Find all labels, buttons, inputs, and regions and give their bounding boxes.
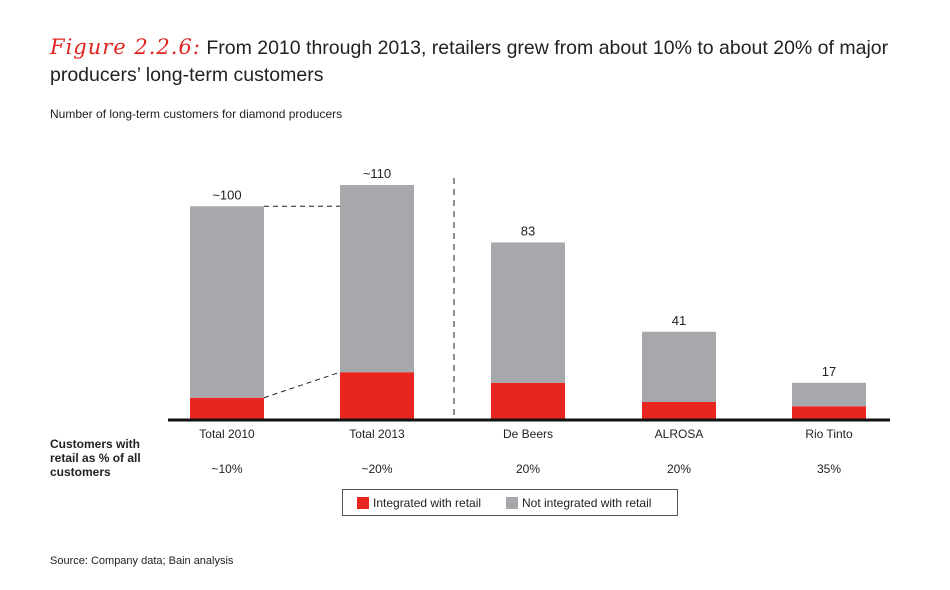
- legend-item-not-integrated: Not integrated with retail: [506, 496, 651, 510]
- retail-share-value: 35%: [817, 462, 841, 476]
- category-label: ALROSA: [655, 427, 704, 441]
- title-text: From 2010 through 2013, retailers grew f…: [50, 37, 889, 86]
- legend: Integrated with retail Not integrated wi…: [342, 489, 678, 516]
- chart-subtitle: Number of long-term customers for diamon…: [50, 107, 343, 121]
- category-label: Rio Tinto: [805, 427, 853, 441]
- bar-not-integrated-1: [340, 185, 414, 373]
- bar-not-integrated-3: [642, 331, 716, 402]
- bar-total-label: ~100: [212, 187, 241, 202]
- bar-integrated-3: [642, 401, 716, 419]
- chart-title: Figure 2.2.6: From 2010 through 2013, re…: [50, 34, 930, 89]
- legend-item-integrated: Integrated with retail: [357, 496, 481, 510]
- legend-label-integrated: Integrated with retail: [373, 496, 482, 510]
- bar-not-integrated-2: [491, 242, 565, 383]
- retail-share-value: ~10%: [211, 462, 242, 476]
- bar-integrated-0: [190, 397, 264, 419]
- legend-swatch-not-integrated: [506, 497, 518, 509]
- category-label: Total 2010: [199, 427, 255, 441]
- legend-swatch-integrated: [357, 497, 369, 509]
- connector-retail: [263, 371, 341, 399]
- bar-integrated-4: [792, 406, 866, 419]
- retail-share-value: 20%: [516, 462, 540, 476]
- bar-integrated-2: [491, 382, 565, 419]
- bar-total-label: ~110: [363, 166, 391, 181]
- retail-share-row-label: Customers with retail as % of all custom…: [50, 437, 141, 479]
- category-label: De Beers: [503, 427, 553, 441]
- legend-label-not-integrated: Not integrated with retail: [522, 496, 652, 510]
- bar-total-label: 41: [672, 313, 686, 328]
- bar-integrated-1: [340, 372, 414, 419]
- retail-share-value: ~20%: [361, 462, 392, 476]
- bar-not-integrated-4: [792, 382, 866, 407]
- retail-share-value: 20%: [667, 462, 691, 476]
- source-note: Source: Company data; Bain analysis: [50, 555, 234, 567]
- bar-total-label: 17: [822, 364, 836, 379]
- bar-total-label: 83: [521, 223, 535, 238]
- figure-label: Figure 2.2.6:: [50, 35, 201, 59]
- bar-not-integrated-0: [190, 206, 264, 398]
- category-label: Total 2013: [349, 427, 405, 441]
